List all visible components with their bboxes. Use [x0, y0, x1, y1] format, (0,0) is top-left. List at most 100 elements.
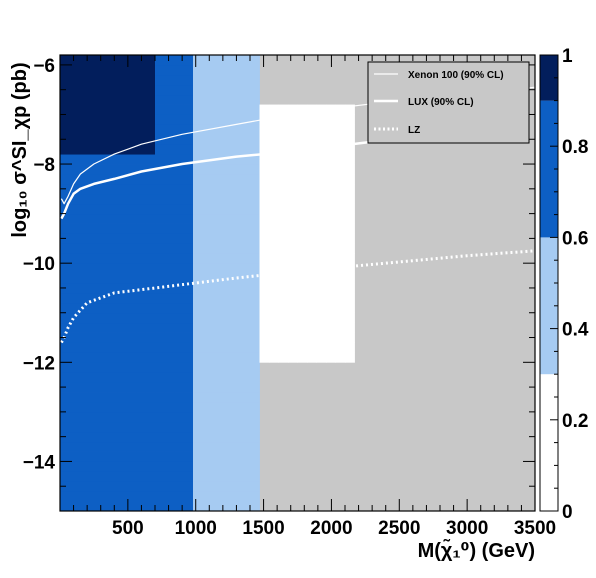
heatmap-cell	[79, 322, 89, 333]
heatmap-cell	[212, 312, 222, 324]
heatmap-cell	[155, 372, 165, 383]
heatmap-cell	[297, 302, 308, 314]
heatmap-cell	[278, 134, 289, 145]
heatmap-cell	[212, 302, 222, 314]
heatmap-cell	[240, 302, 251, 314]
heatmap-cell	[326, 223, 336, 234]
heatmap-cell	[212, 411, 222, 423]
heatmap-cell	[155, 322, 165, 333]
heatmap-cell	[259, 193, 270, 205]
heatmap-cell	[69, 392, 80, 403]
heatmap-cell	[126, 382, 137, 393]
heatmap-cell	[335, 342, 346, 353]
heatmap-cell	[183, 451, 194, 462]
heatmap-cell	[193, 104, 203, 115]
heatmap-cell	[202, 183, 213, 195]
heatmap-cell	[117, 253, 127, 264]
heatmap-cell	[202, 362, 213, 373]
heatmap-cell	[155, 362, 165, 373]
heatmap-cell	[183, 441, 194, 452]
heatmap-cell	[231, 411, 241, 423]
colorbar-label: 0.4	[562, 320, 589, 341]
heatmap-cell	[240, 441, 251, 452]
heatmap-cell	[155, 173, 165, 185]
heatmap-cell	[297, 173, 308, 185]
heatmap-cell	[79, 64, 89, 76]
heatmap-cell	[79, 382, 89, 393]
colorbar-band	[540, 374, 558, 511]
x-tick-label: 2500	[378, 518, 420, 539]
heatmap-cell	[117, 461, 127, 472]
heatmap-cell	[98, 431, 108, 443]
heatmap-cell	[297, 312, 308, 324]
heatmap-cell	[193, 352, 203, 363]
heatmap-cell	[126, 451, 137, 462]
heatmap-cell	[88, 154, 99, 165]
heatmap-cell	[183, 173, 194, 185]
heatmap-cell	[136, 411, 146, 423]
heatmap-cell	[316, 283, 327, 294]
heatmap-cell	[231, 114, 241, 125]
heatmap-cell	[193, 471, 203, 482]
heatmap-cell	[98, 312, 108, 324]
heatmap-cell	[117, 411, 127, 423]
heatmap-cell	[183, 183, 194, 195]
heatmap-cell	[212, 203, 222, 215]
heatmap-cell	[117, 401, 127, 413]
y-tick-label: −6	[33, 56, 55, 77]
heatmap-cell	[79, 164, 89, 175]
heatmap-cell	[221, 253, 232, 264]
heatmap-cell	[60, 322, 70, 333]
heatmap-cell	[297, 154, 308, 165]
heatmap-cell	[164, 312, 175, 324]
heatmap-cell	[79, 372, 89, 383]
heatmap-cell	[107, 322, 118, 333]
heatmap-cell	[174, 154, 184, 165]
heatmap-cell	[297, 193, 308, 205]
heatmap-cell	[117, 352, 127, 363]
heatmap-cell	[345, 263, 355, 274]
heatmap-cell	[117, 392, 127, 403]
heatmap-cell	[221, 392, 232, 403]
heatmap-cell	[174, 392, 184, 403]
heatmap-cell	[136, 471, 146, 482]
heatmap-cell	[164, 471, 175, 482]
heatmap-cell	[117, 173, 127, 185]
heatmap-cell	[69, 411, 80, 423]
heatmap-cell	[136, 322, 146, 333]
heatmap-cell	[278, 223, 289, 234]
heatmap-cell	[231, 173, 241, 185]
heatmap-cell	[117, 362, 127, 373]
heatmap-cell	[231, 451, 241, 462]
heatmap-cell	[307, 203, 317, 215]
heatmap-cell	[79, 441, 89, 452]
heatmap-cell	[164, 203, 175, 215]
heatmap-cell	[202, 203, 213, 215]
heatmap-cell	[345, 164, 355, 175]
y-tick-label: −10	[23, 254, 55, 275]
heatmap-cell	[221, 501, 232, 511]
heatmap-cell	[202, 481, 213, 492]
heatmap-cell	[212, 451, 222, 462]
heatmap-cell	[202, 332, 213, 343]
heatmap-cell	[202, 401, 213, 413]
heatmap-cell	[145, 124, 156, 135]
heatmap-cell	[60, 352, 70, 363]
heatmap-cell	[221, 104, 232, 115]
heatmap-cell	[212, 342, 222, 353]
heatmap-cell	[88, 173, 99, 185]
heatmap-cell	[88, 292, 99, 304]
heatmap-cell	[221, 213, 232, 224]
heatmap-cell	[88, 411, 99, 423]
colorbar-band	[540, 237, 558, 375]
heatmap-cell	[212, 501, 222, 511]
heatmap-cell	[240, 471, 251, 482]
heatmap-cell	[107, 501, 118, 511]
heatmap-cell	[145, 431, 156, 443]
heatmap-cell	[164, 392, 175, 403]
heatmap-cell	[126, 263, 137, 274]
heatmap-cell	[107, 154, 118, 165]
heatmap-cell	[183, 372, 194, 383]
heatmap-cell	[117, 144, 127, 155]
heatmap-cell	[240, 401, 251, 413]
